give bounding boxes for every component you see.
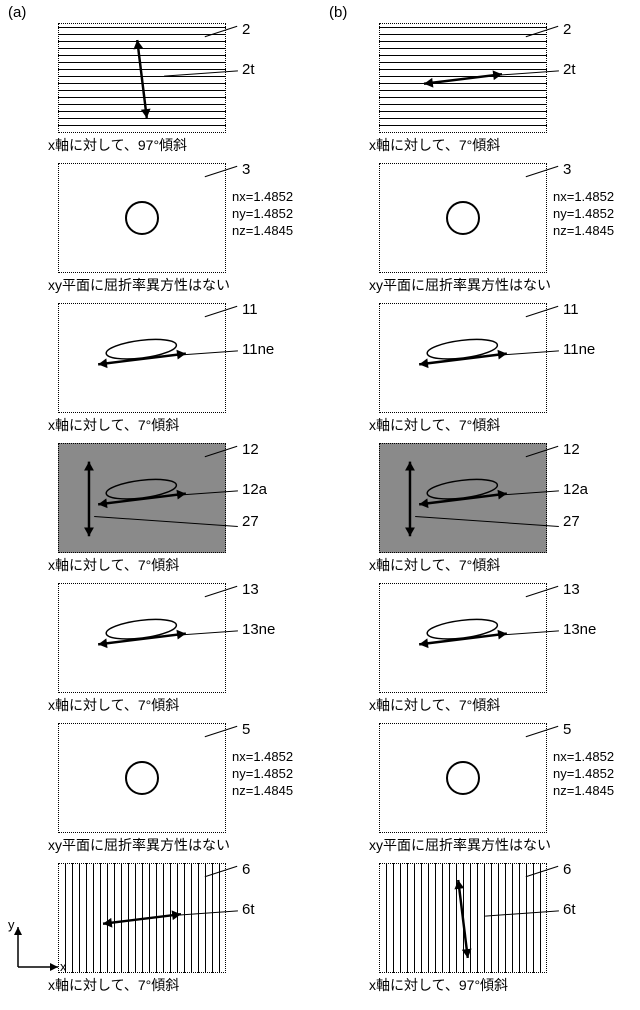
panel: [379, 163, 547, 273]
panel: [58, 723, 226, 833]
panel: [58, 443, 226, 553]
param-line: nx=1.4852: [232, 749, 293, 766]
layer-ref-label: 3: [563, 161, 571, 178]
layer-ref-label: 2: [563, 21, 571, 38]
param-line: nx=1.4852: [553, 189, 614, 206]
column-header: (b): [325, 4, 636, 21]
layer-caption: x軸に対して、7°傾斜: [48, 695, 315, 715]
layer-caption: x軸に対して、7°傾斜: [48, 415, 315, 435]
panel: [379, 583, 547, 693]
extra-label: 27: [242, 513, 259, 530]
layer-ref-label: 6: [563, 861, 571, 878]
param-line: nz=1.4845: [232, 783, 293, 800]
layer-5: 5 nx=1.4852ny=1.4852nz=1.4845 xy平面に屈折率異方性は…: [4, 723, 315, 861]
layer-caption: xy平面に屈折率異方性はない: [369, 835, 636, 855]
layer-ref-label: 3: [242, 161, 250, 178]
arrow-label: 6t: [563, 901, 576, 918]
layer-13: 13 13ne x軸に対して、7°傾斜: [4, 583, 315, 721]
layer-12: 12 12a 27 x軸に対して、7°傾斜: [4, 443, 315, 581]
layer-ref-label: 11: [563, 301, 579, 318]
layer-3: 3 nx=1.4852ny=1.4852nz=1.4845 xy平面に屈折率異方性は…: [4, 163, 315, 301]
arrow-label: 2t: [242, 61, 255, 78]
panel: [58, 163, 226, 273]
panel: [58, 23, 226, 133]
circle-icon: [446, 201, 480, 235]
panel: [379, 863, 547, 973]
arrow-label: 11ne: [242, 341, 274, 358]
panel: [379, 303, 547, 413]
circle-icon: [125, 201, 159, 235]
refractive-index-params: nx=1.4852ny=1.4852nz=1.4845: [232, 749, 293, 800]
layer-caption: x軸に対して、7°傾斜: [369, 555, 636, 575]
layer-ref-label: 5: [563, 721, 571, 738]
column-b: (b)22tx軸に対して、7°傾斜3nx=1.4852ny=1.4852nz=1…: [325, 4, 636, 1003]
layer-ref-label: 5: [242, 721, 250, 738]
layer-caption: x軸に対して、7°傾斜: [369, 415, 636, 435]
param-line: nz=1.4845: [553, 783, 614, 800]
column-header: (a): [4, 4, 315, 21]
layer-caption: x軸に対して、7°傾斜: [369, 695, 636, 715]
layer-caption: x軸に対して、7°傾斜: [48, 555, 315, 575]
layer-caption: x軸に対して、7°傾斜: [369, 135, 636, 155]
arrow-label: 2t: [563, 61, 576, 78]
circle-icon: [446, 761, 480, 795]
refractive-index-params: nx=1.4852ny=1.4852nz=1.4845: [553, 749, 614, 800]
column-a: (a)22tx軸に対して、97°傾斜3nx=1.4852ny=1.4852nz=…: [4, 4, 315, 1003]
param-line: nz=1.4845: [232, 223, 293, 240]
layer-ref-label: 12: [242, 441, 259, 458]
layer-caption: x軸に対して、97°傾斜: [369, 975, 636, 995]
arrow-label: 11ne: [563, 341, 595, 358]
param-line: ny=1.4852: [232, 206, 293, 223]
layer-13: 13 13ne x軸に対して、7°傾斜: [325, 583, 636, 721]
layer-6: 6 6t x軸に対して、97°傾斜: [325, 863, 636, 1001]
layer-caption: x軸に対して、97°傾斜: [48, 135, 315, 155]
layer-caption: x軸に対して、7°傾斜: [48, 975, 315, 995]
param-line: nx=1.4852: [232, 189, 293, 206]
arrow-label: 12a: [563, 481, 588, 498]
x-axis-label: x: [60, 959, 66, 974]
extra-label: 27: [563, 513, 580, 530]
refractive-index-params: nx=1.4852ny=1.4852nz=1.4845: [232, 189, 293, 240]
layer-caption: xy平面に屈折率異方性はない: [369, 275, 636, 295]
layer-ref-label: 12: [563, 441, 580, 458]
param-line: nz=1.4845: [553, 223, 614, 240]
circle-icon: [125, 761, 159, 795]
panel: [58, 303, 226, 413]
layer-3: 3 nx=1.4852ny=1.4852nz=1.4845 xy平面に屈折率異方性は…: [325, 163, 636, 301]
param-line: ny=1.4852: [553, 206, 614, 223]
layer-2: 2 2t x軸に対して、7°傾斜: [325, 23, 636, 161]
layer-ref-label: 13: [563, 581, 580, 598]
layer-ref-label: 11: [242, 301, 258, 318]
layer-11: 11 11ne x軸に対して、7°傾斜: [4, 303, 315, 441]
arrow-label: 6t: [242, 901, 255, 918]
y-axis-label: y: [8, 919, 15, 932]
diagram-root: (a)22tx軸に対して、97°傾斜3nx=1.4852ny=1.4852nz=…: [4, 4, 636, 1003]
layer-ref-label: 2: [242, 21, 250, 38]
refractive-index-params: nx=1.4852ny=1.4852nz=1.4845: [553, 189, 614, 240]
arrow-label: 13ne: [563, 621, 596, 638]
layer-5: 5 nx=1.4852ny=1.4852nz=1.4845 xy平面に屈折率異方性は…: [325, 723, 636, 861]
panel: [58, 583, 226, 693]
layer-caption: xy平面に屈折率異方性はない: [48, 835, 315, 855]
arrow-label: 13ne: [242, 621, 275, 638]
panel: [379, 723, 547, 833]
panel: [58, 863, 226, 973]
param-line: ny=1.4852: [232, 766, 293, 783]
layer-11: 11 11ne x軸に対して、7°傾斜: [325, 303, 636, 441]
layer-2: 2 2t x軸に対して、97°傾斜: [4, 23, 315, 161]
panel: [379, 23, 547, 133]
layer-caption: xy平面に屈折率異方性はない: [48, 275, 315, 295]
layer-ref-label: 6: [242, 861, 250, 878]
param-line: nx=1.4852: [553, 749, 614, 766]
layer-ref-label: 13: [242, 581, 259, 598]
param-line: ny=1.4852: [553, 766, 614, 783]
coordinate-axes: x y: [6, 919, 66, 984]
panel: [379, 443, 547, 553]
arrow-label: 12a: [242, 481, 267, 498]
layer-12: 12 12a 27 x軸に対して、7°傾斜: [325, 443, 636, 581]
